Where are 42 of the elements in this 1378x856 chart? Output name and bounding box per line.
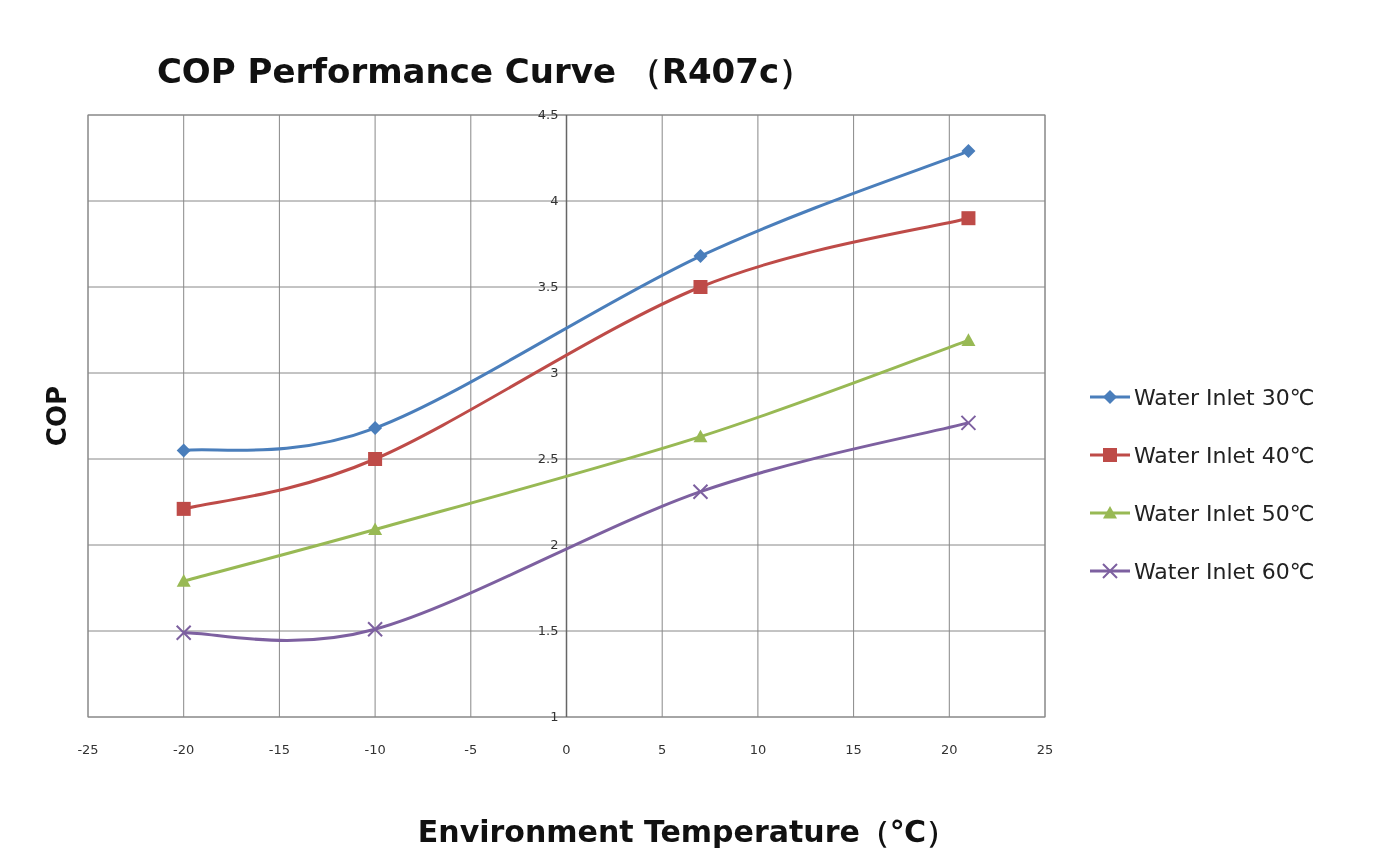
point <box>961 333 976 346</box>
point <box>368 522 383 536</box>
x-tick-label: 20 <box>941 742 958 757</box>
point <box>693 429 708 443</box>
y-tick-label: 1 <box>550 709 559 724</box>
x-tick-label: 15 <box>845 742 862 757</box>
point <box>368 421 383 436</box>
x-tick-label: 0 <box>562 742 571 757</box>
x-axis-title: Environment Temperature（℃） <box>417 814 957 849</box>
y-tick-label: 3.5 <box>537 279 559 294</box>
y-tick-label: 1.5 <box>537 623 559 638</box>
x-tick-label: 5 <box>658 742 667 757</box>
point <box>693 280 708 294</box>
y-tick-label: 2 <box>550 537 559 552</box>
point <box>176 443 191 458</box>
legend-label: Water Inlet 40℃ <box>1134 443 1315 468</box>
x-tick-label: -20 <box>173 742 195 757</box>
chart-title: COP Performance Curve （R407c） <box>156 51 814 91</box>
legend-label: Water Inlet 50℃ <box>1134 501 1315 526</box>
y-tick-label: 4 <box>550 193 559 208</box>
x-tick-label: 10 <box>749 742 767 757</box>
point <box>176 574 191 587</box>
legend-label: Water Inlet 60℃ <box>1134 559 1315 584</box>
point <box>367 621 384 638</box>
point <box>961 211 976 226</box>
x-tick-label: -5 <box>464 742 478 757</box>
point <box>693 249 708 264</box>
y-axis-title: COP <box>42 385 72 447</box>
x-tick-label: -25 <box>77 742 99 757</box>
x-tick-label: 25 <box>1036 742 1054 757</box>
point <box>692 483 709 500</box>
x-tick-label: -10 <box>364 742 386 757</box>
y-tick-label: 3 <box>550 365 559 380</box>
legend-label: Water Inlet 30℃ <box>1134 385 1315 410</box>
x-tick-label: -15 <box>268 742 291 757</box>
y-tick-label: 2.5 <box>537 451 559 466</box>
point <box>961 144 976 159</box>
point <box>176 501 191 516</box>
y-tick-label: 4.5 <box>537 107 559 122</box>
point <box>960 414 977 431</box>
point <box>175 624 192 641</box>
point <box>368 452 383 466</box>
